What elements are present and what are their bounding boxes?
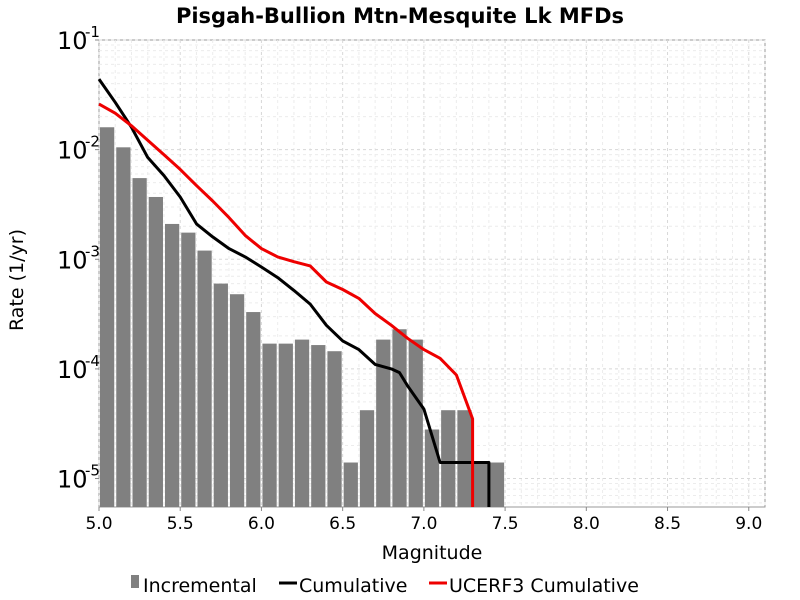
y-tick-label: 10 [57, 137, 88, 165]
y-tick-label: 10 [57, 246, 88, 274]
incremental-bar [246, 312, 261, 507]
x-tick-label: 7.0 [410, 514, 437, 534]
x-axis-ticks: 5.0 5.5 6.0 6.5 7.0 7.5 8.0 8.5 9.0 [85, 507, 762, 534]
incremental-bar [116, 147, 131, 508]
incremental-bar [489, 462, 505, 507]
chart-title: Pisgah-Bullion Mtn-Mesquite Lk MFDs [176, 4, 624, 28]
legend-label-cumulative: Cumulative [299, 575, 407, 597]
incremental-bar [343, 462, 358, 507]
y-tick-exponent: -1 [85, 23, 100, 41]
incremental-bar [148, 196, 163, 508]
incremental-bar [327, 351, 342, 507]
incremental-bar [100, 127, 115, 507]
incremental-bar [197, 250, 212, 508]
y-axis-label: Rate (1/yr) [6, 229, 28, 331]
incremental-bar [441, 410, 456, 507]
x-tick-label: 7.5 [492, 514, 519, 534]
x-tick-label: 6.5 [329, 514, 356, 534]
y-tick-label: 10 [57, 27, 88, 55]
y-tick-label: 10 [57, 466, 88, 494]
y-tick-exponent: -3 [85, 242, 100, 260]
incremental-bar [359, 410, 375, 507]
legend: Incremental Cumulative UCERF3 Cumulative [131, 575, 639, 597]
incremental-bar [181, 232, 196, 508]
y-tick-exponent: -5 [85, 462, 100, 480]
incremental-bar [457, 410, 472, 507]
incremental-bar [278, 343, 293, 507]
x-tick-label: 5.5 [167, 514, 194, 534]
incremental-bar [376, 339, 391, 507]
incremental-bars [100, 127, 505, 508]
incremental-bar [132, 178, 147, 507]
x-tick-label: 8.0 [573, 514, 600, 534]
incremental-bar [229, 294, 245, 507]
ucerf3-cumulative-line [98, 102, 475, 507]
incremental-bar [262, 343, 277, 507]
legend-label-incremental: Incremental [143, 575, 257, 597]
cumulative-line [97, 78, 491, 507]
y-tick-exponent: -2 [85, 133, 100, 151]
x-tick-label: 8.5 [654, 514, 681, 534]
incremental-bar [213, 283, 228, 507]
y-tick-label: 10 [57, 356, 88, 384]
x-tick-label: 5.0 [85, 514, 112, 534]
y-tick-exponent: -4 [85, 352, 100, 370]
incremental-bar [164, 223, 180, 507]
incremental-bar [311, 345, 326, 507]
incremental-bar [392, 329, 407, 507]
incremental-bar [294, 339, 310, 507]
incremental-bar [473, 462, 488, 507]
x-tick-label: 6.0 [248, 514, 275, 534]
x-axis-label: Magnitude [382, 542, 483, 564]
legend-swatch-incremental [131, 575, 139, 588]
incremental-bar [408, 339, 423, 507]
incremental-bar [424, 429, 440, 507]
x-tick-label: 9.0 [735, 514, 762, 534]
y-axis-ticks: 10-110-210-310-410-5 [57, 23, 100, 494]
legend-label-ucerf3-cumulative: UCERF3 Cumulative [449, 575, 639, 597]
cumulative-lines [97, 78, 491, 507]
